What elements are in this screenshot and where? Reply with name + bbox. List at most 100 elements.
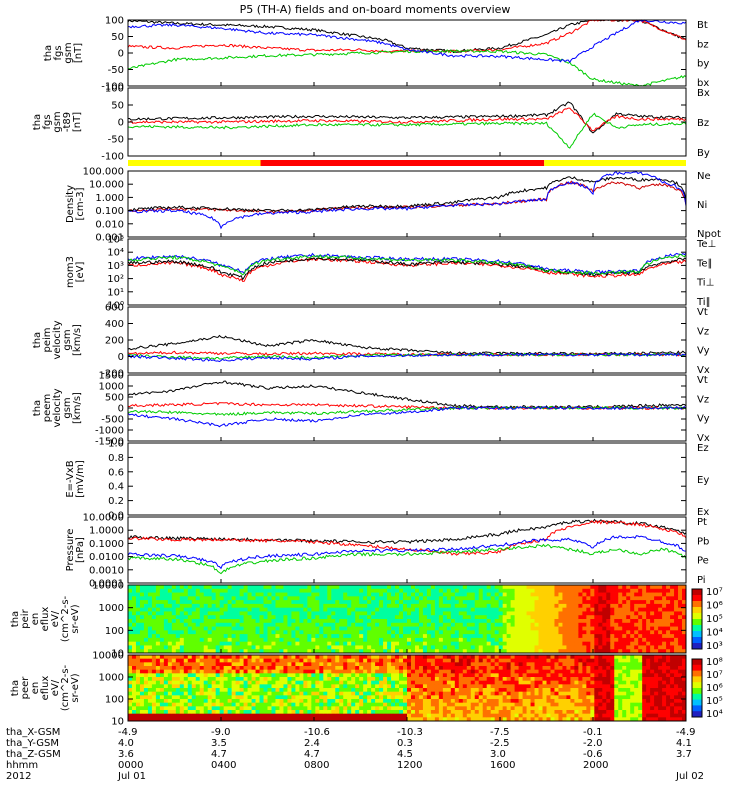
heatmap-cell [470, 699, 476, 704]
heatmap-cell [462, 666, 468, 671]
heatmap-cell [614, 607, 619, 612]
heatmap-cell [526, 658, 531, 663]
heatmap-cell [223, 637, 229, 643]
series-line-Vx [127, 352, 687, 363]
heatmap-cell [470, 713, 476, 718]
heatmap-cell [538, 649, 543, 654]
heatmap-cell [331, 695, 336, 700]
heatmap-cell [534, 680, 539, 685]
heatmap-cell [163, 666, 169, 671]
heatmap-cell [574, 588, 579, 593]
heatmap-cell [407, 655, 412, 660]
heatmap-cell [642, 637, 647, 643]
heatmap-cell [522, 673, 527, 678]
heatmap-cell [630, 600, 635, 605]
heatmap-cell [303, 600, 308, 605]
heatmap-cell [410, 688, 416, 693]
heatmap-cell [263, 702, 268, 707]
heatmap-cell [590, 677, 595, 682]
heatmap-cell [403, 669, 408, 674]
heatmap-cell [143, 677, 149, 682]
heatmap-cell [335, 695, 340, 700]
heatmap-cell [542, 626, 547, 631]
heatmap-cell [151, 588, 157, 593]
heatmap-cell [410, 710, 416, 715]
heatmap-cell [566, 615, 571, 620]
heatmap-cell [590, 645, 595, 650]
y-axis-label: E=-VxB [65, 460, 76, 497]
heatmap-cell [291, 710, 296, 715]
heatmap-cell [183, 655, 189, 660]
heatmap-cell [490, 662, 496, 667]
heatmap-cell [574, 649, 579, 654]
heatmap-cell [187, 677, 193, 682]
heatmap-cell [654, 626, 659, 631]
heatmap-cell [315, 649, 320, 654]
heatmap-cell [307, 677, 312, 682]
heatmap-cell [323, 666, 328, 671]
heatmap-cell [566, 603, 571, 609]
heatmap-cell [223, 688, 229, 693]
heatmap-cell [506, 691, 512, 696]
heatmap-cell [630, 630, 635, 635]
heatmap-cell [263, 673, 268, 678]
heatmap-cell [522, 603, 527, 609]
heatmap-cell [219, 717, 225, 722]
heatmap-cell [446, 645, 452, 650]
heatmap-cell [271, 649, 276, 654]
heatmap-cell [582, 600, 587, 605]
heatmap-cell [343, 680, 348, 685]
heatmap-cell [243, 695, 248, 700]
y-tick-label: 0 [118, 49, 124, 60]
heatmap-cell [486, 706, 492, 711]
heatmap-cell [367, 619, 372, 624]
heatmap-cell [251, 658, 256, 663]
heatmap-cell [399, 666, 404, 671]
heatmap-cell [239, 626, 244, 631]
heatmap-cell [442, 673, 448, 678]
heatmap-cell [335, 699, 340, 704]
heatmap-cell [215, 658, 221, 663]
heatmap-cell [582, 622, 587, 627]
heatmap-cell [407, 603, 412, 609]
heatmap-cell [466, 585, 472, 590]
y-axis-label: sr-eV) [70, 604, 81, 633]
heatmap-cell [590, 702, 595, 707]
heatmap-cell [578, 677, 583, 682]
heatmap-cell [462, 702, 468, 707]
heatmap-cell [279, 630, 284, 635]
heatmap-cell [454, 645, 460, 650]
heatmap-cell [287, 630, 292, 635]
heatmap-cell [426, 615, 432, 620]
heatmap-cell [131, 673, 137, 678]
heatmap-cell [215, 592, 221, 597]
heatmap-cell [287, 600, 292, 605]
heatmap-cell [159, 607, 165, 612]
heatmap-cell [414, 619, 420, 624]
heatmap-cell [562, 607, 567, 612]
heatmap-cell [187, 630, 193, 635]
heatmap-cell [128, 622, 133, 627]
heatmap-cell [403, 688, 408, 693]
heatmap-cell [251, 684, 256, 689]
heatmap-cell [215, 669, 221, 674]
heatmap-cell [566, 669, 571, 674]
heatmap-cell [622, 592, 627, 597]
heatmap-cell [387, 691, 392, 696]
heatmap-cell [506, 702, 512, 707]
heatmap-cell [614, 630, 619, 635]
heatmap-cell [418, 622, 424, 627]
heatmap-cell [279, 710, 284, 715]
heatmap-cell [410, 691, 416, 696]
heatmap-cell [255, 630, 260, 635]
heatmap-cell [319, 658, 324, 663]
heatmap-cell [231, 666, 237, 671]
heatmap-cell [175, 641, 181, 646]
heatmap-cell [494, 691, 500, 696]
heatmap-cell [395, 611, 400, 616]
heatmap-cell [251, 611, 256, 616]
heatmap-cell [355, 641, 360, 646]
heatmap-cell [275, 706, 280, 711]
y-tick-label: 0.100 [95, 206, 124, 217]
